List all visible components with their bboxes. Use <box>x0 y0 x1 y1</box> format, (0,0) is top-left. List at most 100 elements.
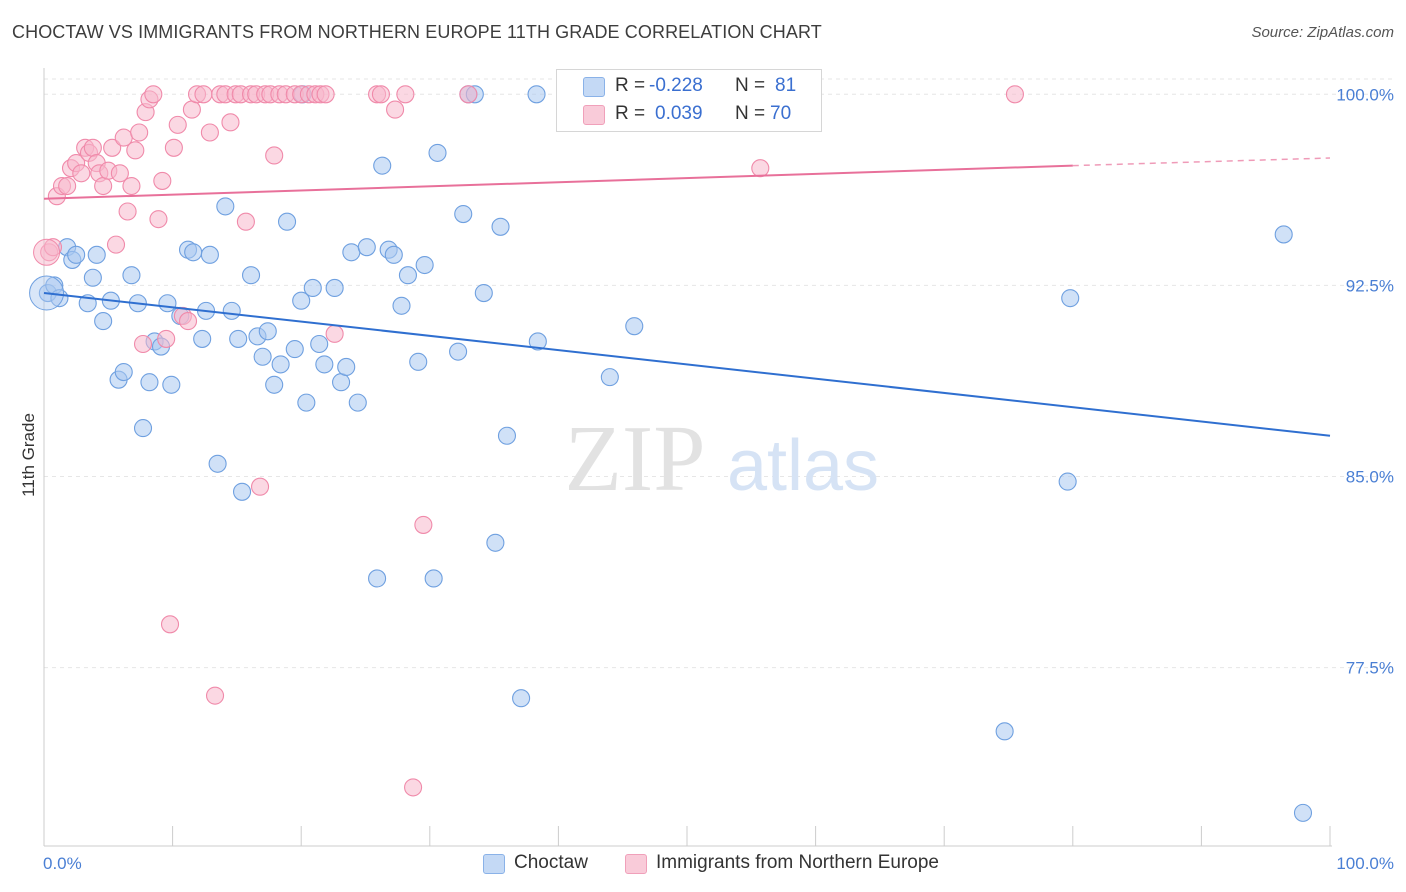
trend-lines <box>43 157 1331 437</box>
northern-europe-point <box>126 141 145 160</box>
northern-europe-point <box>153 171 172 190</box>
bottom-legend-label: Immigrants from Northern Europe <box>656 852 939 873</box>
choctaw-point <box>162 375 181 394</box>
choctaw-point <box>232 482 252 501</box>
legend-n-value: 81 <box>775 75 797 96</box>
choctaw-point <box>258 322 277 341</box>
choctaw-point <box>512 689 531 708</box>
legend-r-label: R = <box>615 75 646 96</box>
legend-n-label: N = <box>735 103 766 124</box>
choctaw-point <box>229 329 248 348</box>
choctaw-point <box>158 294 177 313</box>
choctaw-point <box>528 332 547 351</box>
choctaw-point <box>184 243 203 262</box>
northern-europe-point <box>396 85 415 104</box>
northern-europe-point <box>106 235 126 254</box>
choctaw-point <box>398 266 417 285</box>
northern-europe-point <box>414 515 433 534</box>
northern-europe-point <box>200 123 219 142</box>
northern-europe-point <box>178 312 198 331</box>
choctaw-point <box>1061 289 1080 308</box>
northern-europe-point <box>33 238 61 266</box>
watermark: ZIP atlas <box>565 407 880 511</box>
gridlines <box>44 78 1394 669</box>
choctaw-point <box>415 255 434 275</box>
legend-r-value: 0.039 <box>655 103 703 124</box>
choctaw-point <box>114 362 133 382</box>
choctaw-point <box>303 278 322 298</box>
choctaw-point <box>133 419 153 438</box>
northern-europe-point <box>133 334 153 354</box>
northern-europe-point <box>94 176 113 196</box>
northern-europe-trend-line <box>43 164 1073 200</box>
choctaw-point <box>222 301 241 320</box>
y-tick-label: 100.0% <box>1336 85 1394 104</box>
y-tick-label: 85.0% <box>1346 468 1394 487</box>
northern-europe-point <box>221 113 240 132</box>
chart-title: CHOCTAW VS IMMIGRANTS FROM NORTHERN EURO… <box>12 22 822 42</box>
choctaw-point <box>1293 803 1313 822</box>
choctaw-point <box>253 347 272 366</box>
choctaw-point <box>474 283 493 303</box>
northern-europe-point <box>404 778 423 797</box>
choctaw-point <box>297 393 316 412</box>
northern-europe-trend-extension <box>1072 157 1331 167</box>
northern-europe-point <box>371 85 390 104</box>
choctaw-point <box>87 245 106 264</box>
choctaw-point <box>348 393 367 412</box>
choctaw-point <box>1274 225 1293 244</box>
choctaw-point <box>428 143 447 162</box>
choctaw-point <box>94 312 113 331</box>
choctaw-point <box>486 533 505 552</box>
x-tick-label: 100.0% <box>1336 854 1394 873</box>
choctaw-point <box>384 245 403 264</box>
stats-legend: R = -0.228 N = 81 R = 0.039 N = 70 <box>556 69 822 132</box>
choctaw-point <box>337 357 356 376</box>
northern-europe-point <box>103 138 122 157</box>
choctaw-point <box>285 340 304 359</box>
y-tick-label: 77.5% <box>1346 659 1394 678</box>
choctaw-point <box>241 266 261 285</box>
legend-r-value: -0.228 <box>649 75 703 96</box>
northern-europe-point <box>144 85 163 104</box>
choctaw-point <box>491 217 510 236</box>
choctaw-point <box>497 426 517 445</box>
choctaw-point <box>392 296 411 315</box>
choctaw-trend-line <box>43 292 1331 437</box>
choctaw-point <box>368 569 387 588</box>
northern-europe-point <box>149 210 168 229</box>
choctaw-point <box>83 268 102 287</box>
northern-europe-point <box>58 176 77 196</box>
northern-europe-point <box>751 159 770 178</box>
choctaw-point <box>527 85 546 104</box>
northern-europe-point <box>157 329 176 348</box>
northern-europe-point <box>164 138 183 157</box>
legend-n-label: N = <box>735 75 766 96</box>
legend-swatch-northern-europe <box>583 105 605 125</box>
choctaw-point <box>625 317 644 336</box>
y-tick-label: 92.5% <box>1346 276 1394 295</box>
bottom-legend-label: Choctaw <box>514 852 588 873</box>
choctaw-point <box>424 569 443 588</box>
choctaw-point <box>278 212 297 231</box>
choctaw-point <box>122 266 141 285</box>
northern-europe-point <box>236 212 255 231</box>
legend-row-choctaw: R = -0.228 N = 81 <box>557 72 821 100</box>
northern-europe-point <box>83 138 102 157</box>
choctaw-point <box>332 373 351 392</box>
northern-europe-point <box>459 85 478 104</box>
northern-europe-point <box>325 324 344 343</box>
northern-europe-point <box>122 176 141 196</box>
x-tick-label: 0.0% <box>43 854 82 873</box>
choctaw-point <box>140 373 159 392</box>
northern-europe-point <box>118 202 137 221</box>
source-credit: Source: ZipAtlas.com <box>1251 24 1394 41</box>
choctaw-point <box>200 245 219 264</box>
northern-europe-point <box>250 477 270 496</box>
choctaw-point <box>449 342 468 361</box>
choctaw-point <box>409 352 428 371</box>
legend-swatch-choctaw <box>583 77 605 97</box>
northern-europe-point <box>205 686 225 705</box>
northern-europe-point <box>316 85 335 104</box>
